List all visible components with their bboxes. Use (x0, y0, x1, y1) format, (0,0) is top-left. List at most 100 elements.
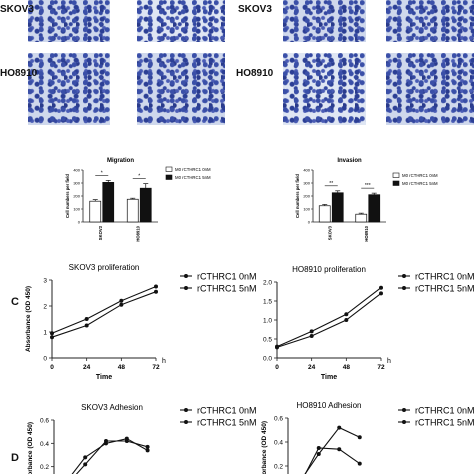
ho8910-adhesion-data-point (316, 452, 321, 456)
invasion-title: Invasion (337, 158, 362, 164)
ho8910-proliferation-legend-marker (402, 286, 406, 290)
skov3-adhesion-y-tick-label: 0.2 (40, 464, 49, 471)
micro-image-skov3-left-b (137, 0, 225, 42)
panel-letter-d: D (11, 452, 19, 464)
skov3-proliferation-y-tick-label: 1 (43, 330, 47, 337)
skov3-proliferation-data-point (154, 289, 158, 294)
ho8910-adhesion-y-label: Absorbance (OD 450) (261, 421, 268, 474)
skov3-proliferation-legend-label: rCTHRC1 0nM (197, 272, 257, 282)
skov3-proliferation-series-line (51, 285, 157, 334)
invasion-bar (318, 205, 331, 223)
skov3-proliferation-x-tick-label: 0 (50, 364, 54, 371)
ho8910-adhesion-legend-marker (402, 420, 406, 424)
invasion-significance-mark: *** (365, 183, 371, 189)
ho8910-adhesion-data-point (357, 435, 362, 440)
invasion-legend-label: M0 rCTHRC1 5nM (402, 181, 438, 186)
skov3-proliferation-data-point (84, 317, 89, 321)
invasion-y-label: Cell numbers per field (295, 174, 300, 218)
panel-letter-c: C (11, 296, 19, 308)
migration-x-tick-label: HO8910 (135, 225, 140, 241)
skov3-proliferation-y-tick-label: 3 (43, 278, 47, 285)
ho8910-proliferation-x-tick-label: 48 (343, 364, 351, 371)
skov3-proliferation-x-tick-label: 72 (152, 364, 160, 371)
ho8910-proliferation-y-tick-label: 2.0 (263, 280, 272, 287)
ho8910-proliferation-x-tick-label: 72 (377, 364, 385, 371)
invasion-legend-label: M0 rCTHRC1 0nM (402, 173, 438, 178)
invasion-bar (331, 192, 344, 223)
image-label-skov3-right: SKOV3 (238, 4, 272, 15)
ho8910-adhesion-data-point (337, 425, 342, 430)
migration-legend-swatch (165, 166, 173, 172)
migration-y-tick-label: 300 (73, 181, 80, 186)
invasion-y-tick-label: 0 (308, 220, 311, 225)
ho8910-adhesion-data-point (316, 446, 321, 450)
micro-image-ho8910-right-b (386, 53, 474, 125)
ho8910-adhesion-series-line (304, 426, 360, 474)
skov3-proliferation-legend-marker (184, 286, 188, 290)
skov3-adhesion-data-point (83, 455, 88, 460)
micro-image-skov3-right-a (283, 0, 366, 42)
micro-image-ho8910-right-a (283, 53, 366, 125)
micro-image-ho8910-left-b (137, 53, 225, 125)
ho8910-adhesion-series-line (304, 447, 361, 474)
skov3-adhesion-legend-marker (184, 420, 188, 424)
ho8910-adhesion-data-point (337, 447, 342, 452)
skov3-proliferation-data-point (50, 331, 54, 336)
ho8910-proliferation-legend-marker (402, 274, 406, 278)
ho8910-adhesion-legend-label: rCTHRC1 0nM (415, 406, 474, 416)
ho8910-proliferation-data-point (344, 318, 349, 322)
migration-bar (89, 200, 102, 223)
invasion-x-tick-label: HO8910 (364, 225, 369, 241)
migration-legend-label: M0 rCTHRC1 0nM (175, 167, 211, 172)
skov3-proliferation-x-tick-label: 24 (83, 364, 91, 371)
migration-y-tick-label: 200 (73, 194, 80, 199)
migration-legend-swatch (165, 174, 173, 180)
micro-image-ho8910-left-a (28, 53, 110, 125)
skov3-proliferation-x-tick-label: 48 (118, 364, 126, 371)
ho8910-adhesion-y-tick-label: 0.2 (274, 464, 283, 471)
ho8910-proliferation-legend-label: rCTHRC1 5nM (415, 284, 474, 294)
ho8910-adhesion-legend-marker (402, 408, 406, 412)
ho8910-proliferation-series-line (276, 292, 382, 348)
skov3-proliferation-x-unit: h (162, 358, 166, 365)
skov3-proliferation-y-label: Absorbance (OD 450) (25, 286, 32, 352)
skov3-proliferation-x-label: Time (96, 374, 112, 381)
migration-legend-label: M0 rCTHRC1 5nM (175, 175, 211, 180)
ho8910-proliferation-data-point (379, 285, 383, 290)
ho8910-proliferation-y-tick-label: 0.0 (263, 356, 272, 363)
ho8910-proliferation-x-tick-label: 0 (275, 364, 279, 371)
migration-y-tick-label: 0 (78, 220, 81, 225)
skov3-adhesion-legend-label: rCTHRC1 5nM (197, 418, 257, 428)
image-label-skov3-left: SKOV3 (0, 4, 34, 15)
migration-y-tick-label: 400 (73, 168, 80, 173)
ho8910-adhesion-y-tick-label: 0.4 (274, 440, 283, 447)
ho8910-adhesion-legend-label: rCTHRC1 5nM (415, 418, 474, 428)
migration-bar (126, 198, 139, 223)
invasion-y-tick-label: 100 (303, 207, 310, 212)
skov3-adhesion-series-line (75, 440, 148, 474)
skov3-proliferation-data-point (50, 335, 54, 340)
ho8910-proliferation-y-tick-label: 0.5 (263, 337, 272, 344)
invasion-significance-mark: ** (329, 181, 333, 187)
invasion-y-tick-label: 200 (303, 194, 310, 199)
micro-image-skov3-right-b (386, 0, 474, 42)
migration-x-tick-label: SKOV3 (98, 225, 103, 240)
migration-bar (102, 182, 115, 223)
skov3-proliferation-legend-marker (184, 274, 188, 278)
skov3-proliferation-data-point (84, 323, 89, 328)
skov3-proliferation-data-point (154, 284, 158, 289)
skov3-proliferation-data-point (119, 302, 124, 307)
migration-significance-mark: * (138, 174, 140, 180)
migration-y-tick-label: 100 (73, 207, 80, 212)
ho8910-proliferation-series-line (276, 287, 382, 348)
ho8910-proliferation-legend-label: rCTHRC1 0nM (415, 272, 474, 282)
invasion-bar (368, 194, 381, 223)
ho8910-adhesion-y-tick-label: 0.6 (274, 416, 283, 423)
skov3-proliferation-data-point (119, 298, 124, 303)
skov3-adhesion-data-point (145, 444, 150, 449)
ho8910-proliferation-y-tick-label: 1.0 (263, 318, 272, 325)
ho8910-proliferation-x-unit: h (387, 358, 391, 365)
image-label-ho8910-right: HO8910 (236, 68, 274, 79)
invasion-legend-swatch (392, 172, 400, 178)
skov3-adhesion-y-tick-label: 0.6 (40, 418, 49, 425)
